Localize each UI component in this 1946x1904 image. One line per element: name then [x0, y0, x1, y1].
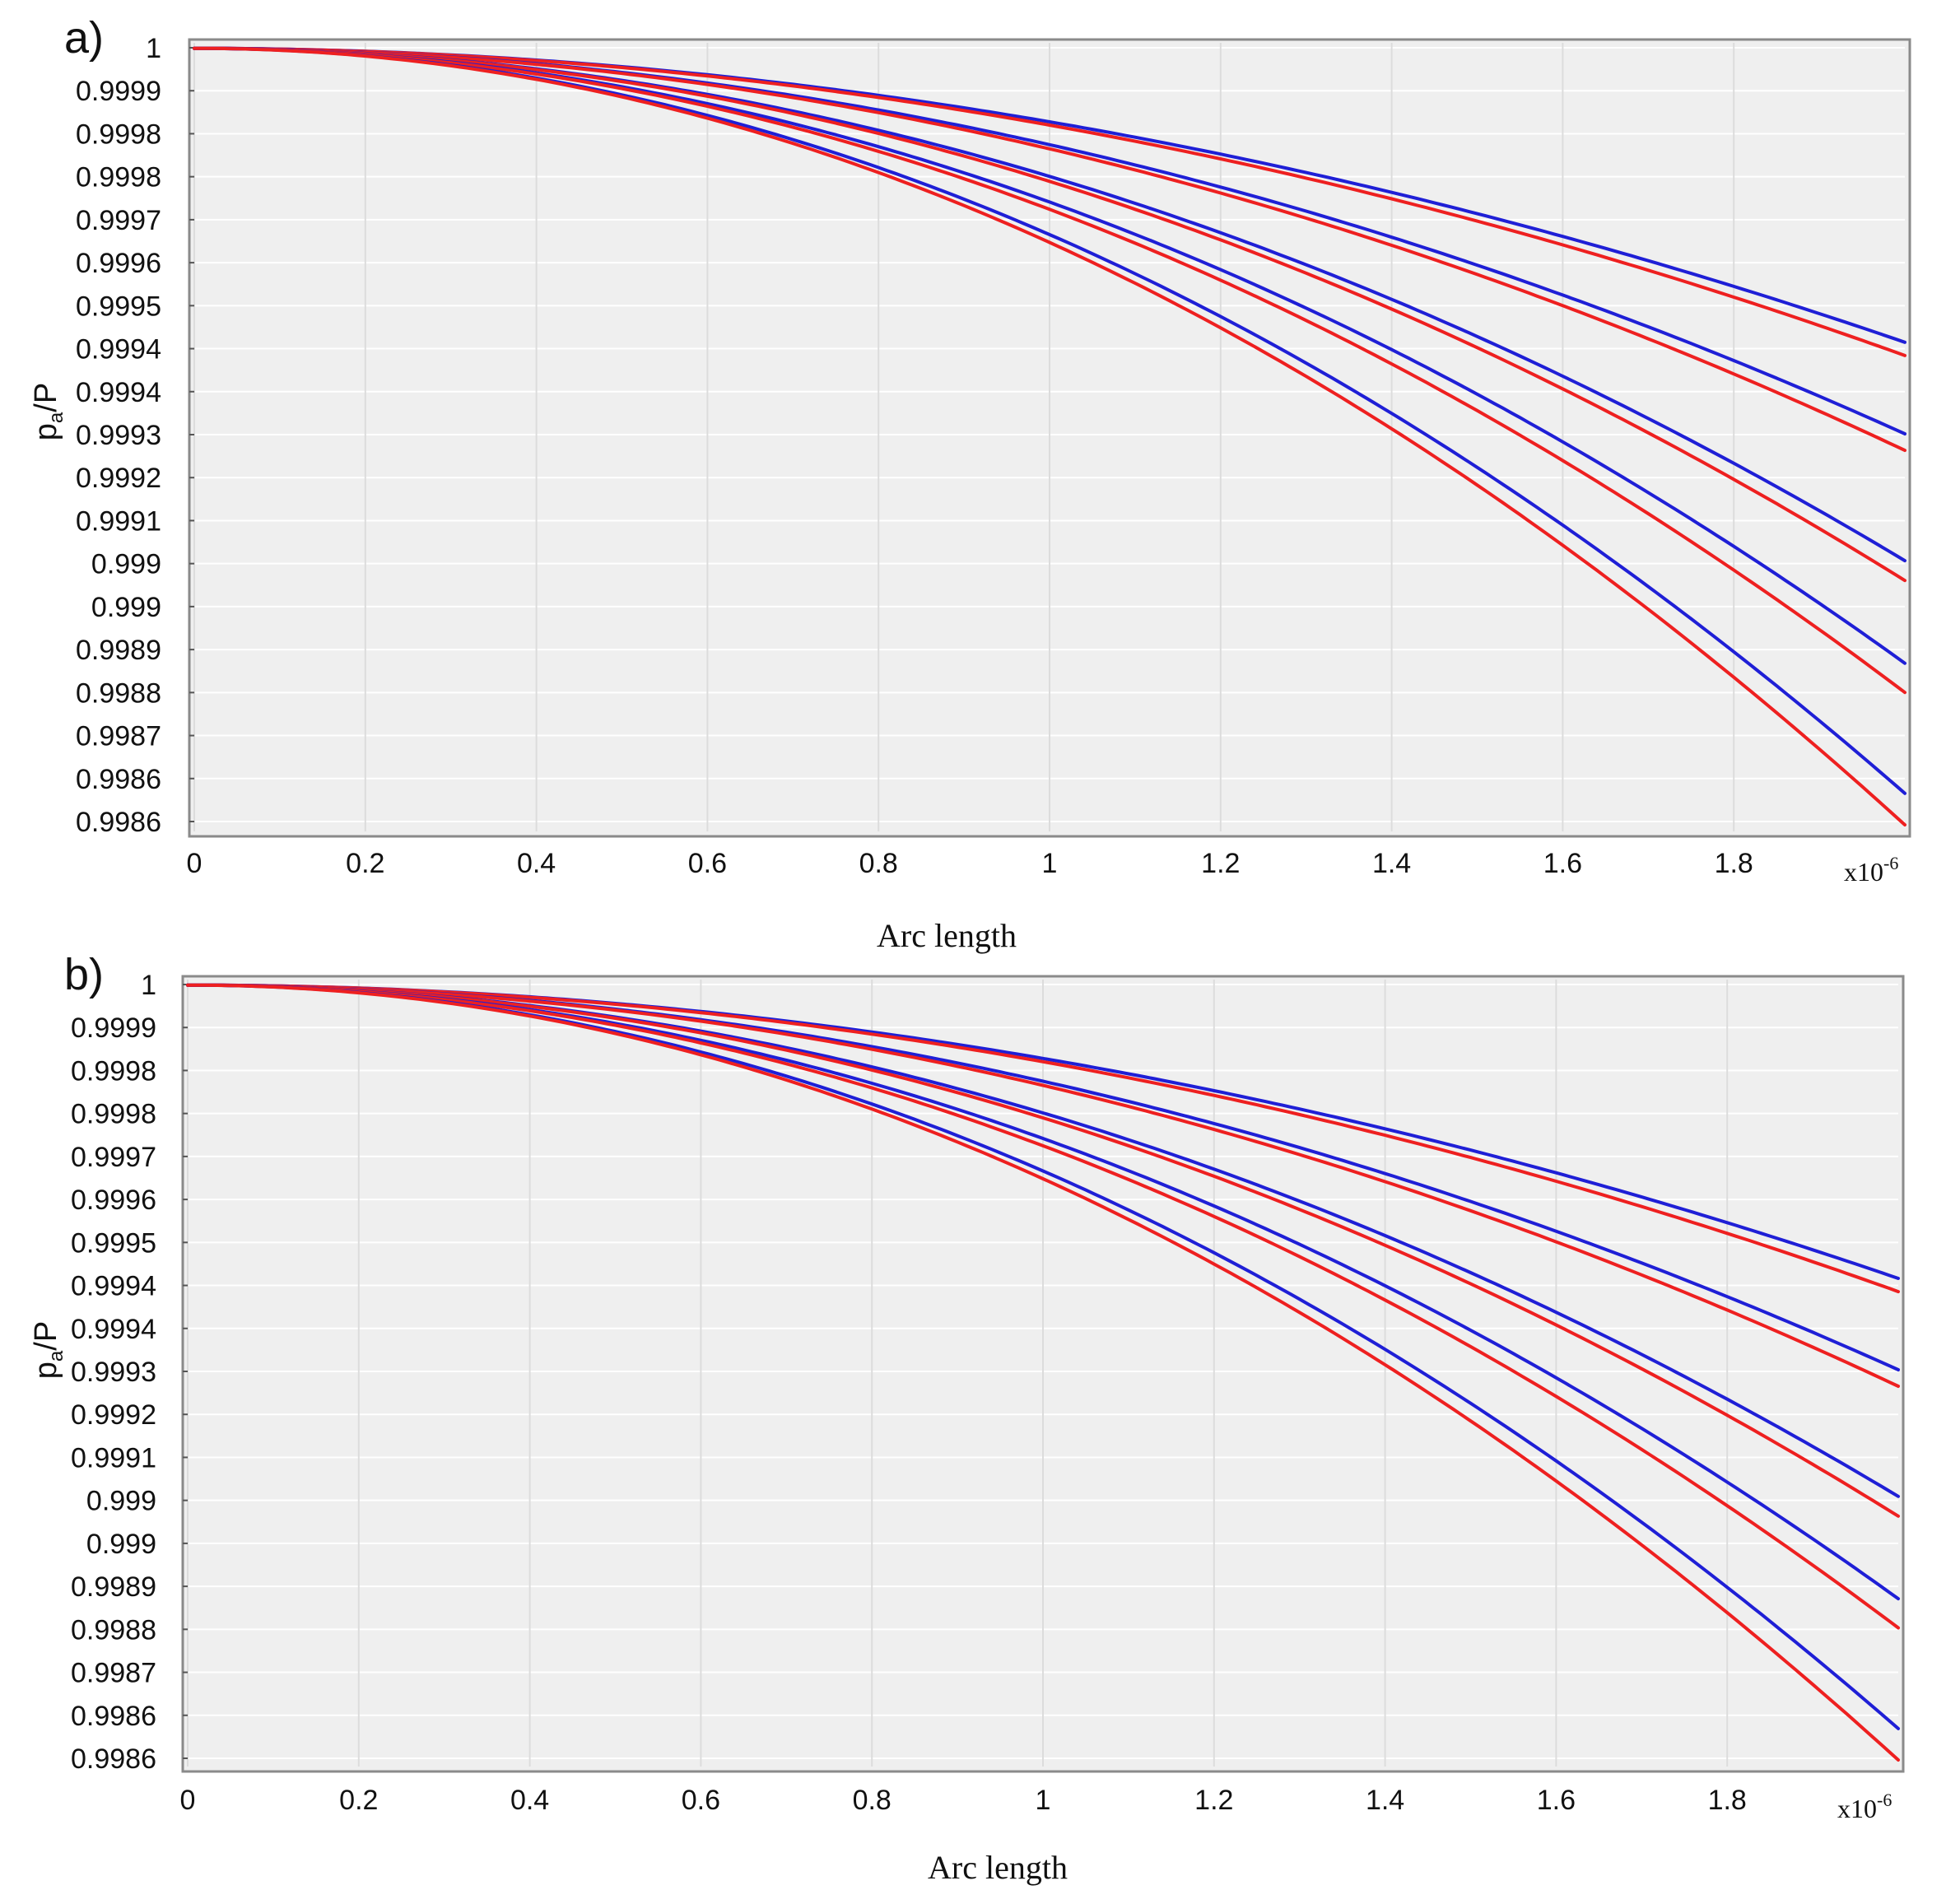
series-line-red-3 [193, 46, 1906, 583]
y-tick-label: 0.9997 [71, 1142, 156, 1173]
y-tick-label: 0.9992 [76, 463, 161, 494]
plot-a-x-axis-label: Arc length [877, 917, 1017, 954]
y-tick-label: 0.9986 [71, 1701, 156, 1732]
plot-b-x-axis-label: Arc length [928, 1849, 1068, 1886]
x-tick-label: 0.8 [853, 1785, 892, 1816]
series-line-red-4 [193, 46, 1906, 695]
y-tick-label: 0.9992 [71, 1399, 156, 1431]
x-tick-label: 1.4 [1372, 848, 1411, 879]
y-tick-label: 0.9991 [71, 1442, 156, 1473]
x-tick-label: 1.2 [1201, 848, 1240, 879]
x-tick-label: 0 [187, 848, 203, 879]
series-line-red-2 [186, 983, 1900, 1388]
x-tick-label: 0.8 [859, 848, 898, 879]
x-tick-label: 0 [180, 1785, 196, 1816]
panel-a: a) 1 0.9999 0.9998 0.9998 0.9997 0.9996 0.9995… [29, 13, 1911, 954]
panel-b: b) 1 0.9999 0.9998 0.9998 0.9997 0.9996 0.9995… [29, 950, 1905, 1886]
series-line-red-2 [193, 46, 1906, 453]
y-tick-label: 0.9994 [76, 377, 161, 408]
plot-b-x-ticks: 0 0.2 0.4 0.6 0.8 1 1.2 1.4 1.6 1.8 [180, 1785, 1747, 1816]
y-tick-label: 1 [146, 33, 161, 64]
plot-b-y-ticks: 1 0.9999 0.9998 0.9998 0.9997 0.9996 0.9995 0.9… [71, 970, 188, 1775]
series-line-red-3 [186, 983, 1900, 1518]
y-tick-label: 0.9998 [76, 119, 161, 150]
y-tick-label: 0.9987 [71, 1658, 156, 1689]
y-tick-label: 0.9995 [76, 291, 161, 322]
x-tick-label: 0.6 [688, 848, 727, 879]
y-tick-label: 0.9997 [76, 205, 161, 236]
plot-a-y-ticks: 1 0.9999 0.9998 0.9998 0.9997 0.9996 0.9995 0.9… [76, 33, 194, 838]
y-tick-label: 0.9998 [76, 162, 161, 193]
y-tick-label: 0.9988 [76, 677, 161, 709]
y-tick-label: 0.9988 [71, 1614, 156, 1646]
x-tick-label: 1.8 [1708, 1785, 1747, 1816]
y-tick-label: 0.9995 [71, 1227, 156, 1259]
plot-b-y-axis-label: pa/P [29, 1321, 68, 1379]
plot-b-series [186, 983, 1900, 1762]
y-tick-label: 0.9986 [76, 807, 161, 838]
x-tick-label: 0.4 [517, 848, 556, 879]
y-tick-label: 0.9998 [71, 1099, 156, 1130]
x-tick-label: 1.6 [1543, 848, 1582, 879]
y-tick-label: 0.9986 [76, 764, 161, 795]
x-tick-label: 0.2 [346, 848, 384, 879]
x-tick-label: 1 [1036, 1785, 1051, 1816]
plot-a-series [193, 46, 1906, 826]
y-tick-label: 0.9993 [76, 420, 161, 451]
plot-a-x-ticks: 0 0.2 0.4 0.6 0.8 1 1.2 1.4 1.6 1.8 [187, 848, 1753, 879]
series-line-red-5 [186, 983, 1900, 1762]
y-tick-label: 0.9994 [71, 1314, 156, 1345]
y-tick-label: 0.999 [91, 549, 161, 580]
x-tick-label: 1.6 [1537, 1785, 1576, 1816]
series-line-red-5 [193, 46, 1906, 826]
y-tick-label: 0.9993 [71, 1357, 156, 1388]
y-tick-label: 0.999 [86, 1529, 156, 1560]
y-tick-label: 0.9996 [76, 248, 161, 279]
plot-a-y-axis-label: pa/P [29, 383, 68, 440]
x-tick-label: 0.2 [339, 1785, 378, 1816]
y-tick-label: 0.9996 [71, 1185, 156, 1216]
y-tick-label: 0.9986 [71, 1743, 156, 1775]
series-line-red-1 [193, 46, 1906, 357]
y-tick-label: 0.9989 [76, 635, 161, 666]
x-tick-label: 1.4 [1366, 1785, 1404, 1816]
y-tick-label: 0.9998 [71, 1055, 156, 1087]
y-tick-label: 0.9989 [71, 1571, 156, 1603]
x-tick-label: 1 [1042, 848, 1058, 879]
panel-b-label: b) [64, 950, 104, 999]
y-tick-label: 0.999 [91, 592, 161, 623]
y-tick-label: 0.999 [86, 1486, 156, 1517]
y-tick-label: 0.9991 [76, 505, 161, 537]
y-tick-label: 0.9999 [76, 76, 161, 107]
y-tick-label: 1 [141, 970, 156, 1001]
plot-a-x-exponent: x10-6 [1844, 853, 1898, 887]
y-tick-label: 0.9999 [71, 1013, 156, 1044]
x-tick-label: 0.4 [510, 1785, 549, 1816]
x-tick-label: 0.6 [682, 1785, 720, 1816]
series-line-red-4 [186, 983, 1900, 1630]
series-line-red-1 [186, 983, 1900, 1294]
panel-a-label: a) [64, 13, 104, 63]
y-tick-label: 0.9994 [76, 334, 161, 365]
y-tick-label: 0.9994 [71, 1271, 156, 1302]
plot-b-x-exponent: x10-6 [1837, 1790, 1892, 1823]
x-tick-label: 1.8 [1715, 848, 1753, 879]
y-tick-label: 0.9987 [76, 721, 161, 752]
x-tick-label: 1.2 [1194, 1785, 1233, 1816]
